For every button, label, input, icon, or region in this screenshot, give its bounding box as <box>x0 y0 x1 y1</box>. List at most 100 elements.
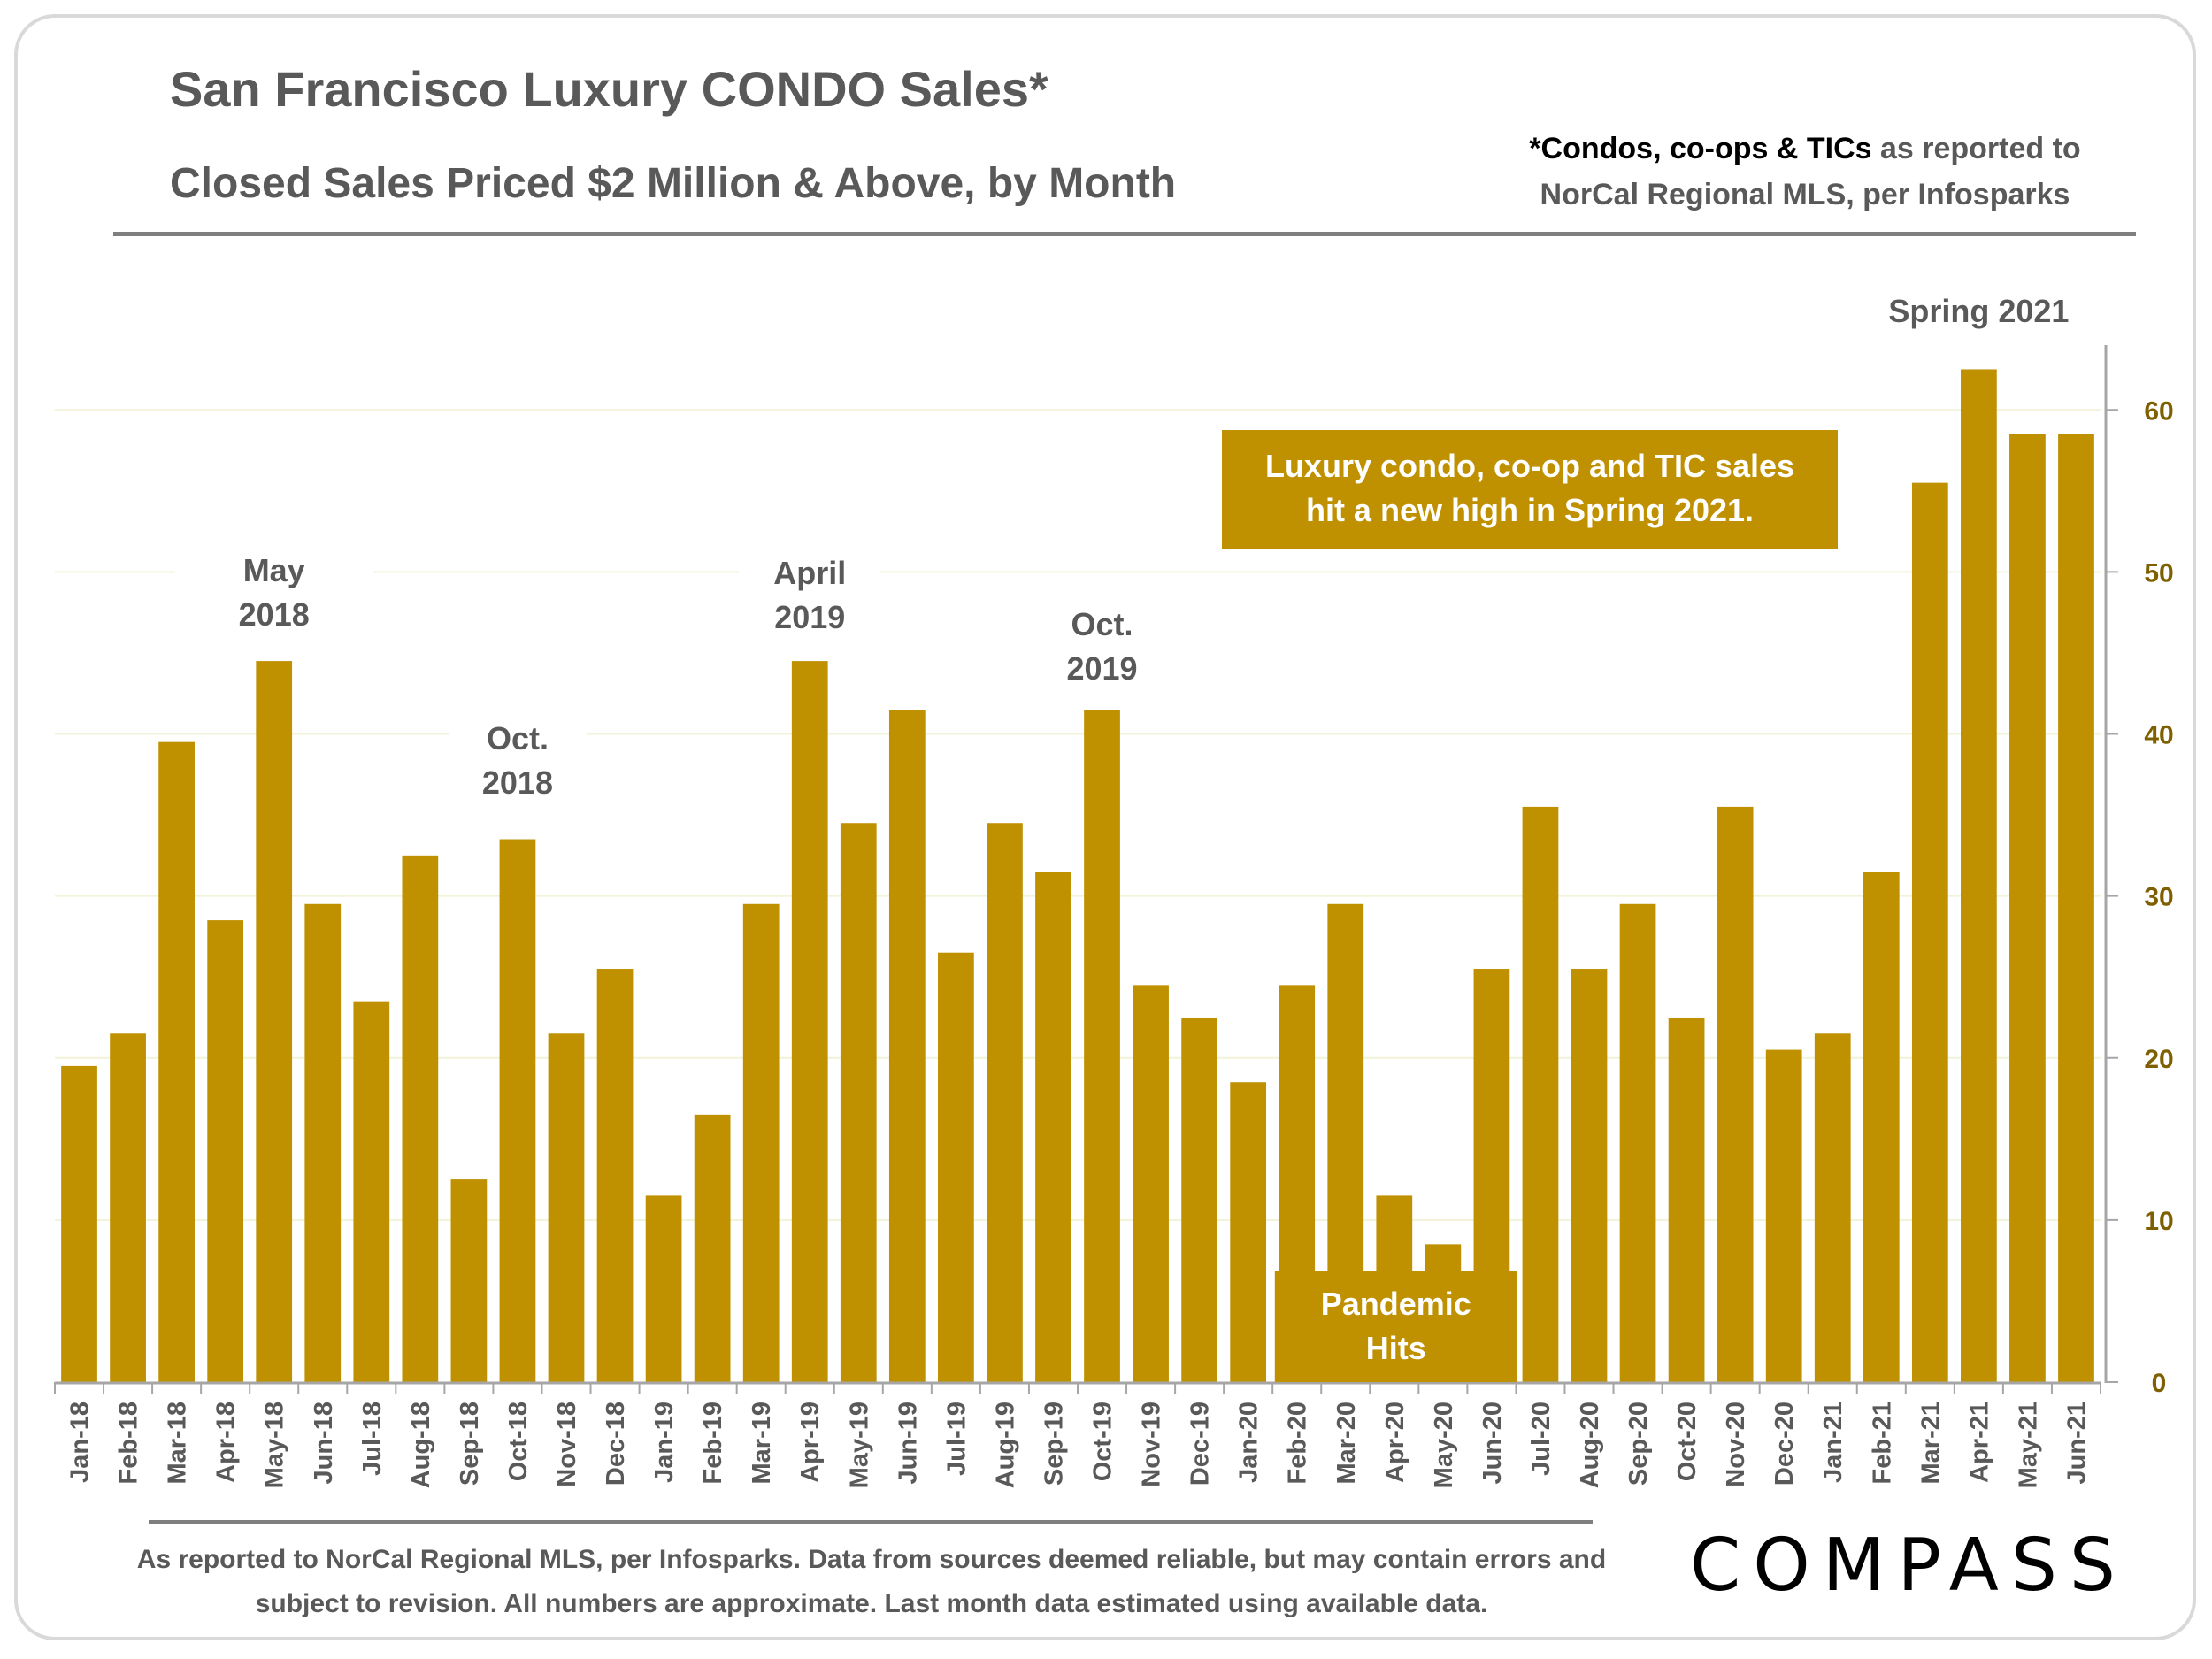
chart-title: San Francisco Luxury CONDO Sales* <box>170 61 1048 117</box>
x-tick-label: Dec-18 <box>602 1402 630 1486</box>
x-tick-label: Oct-19 <box>1089 1402 1118 1481</box>
x-tick-label: Feb-19 <box>699 1402 727 1484</box>
x-tick-label: Feb-20 <box>1284 1402 1312 1484</box>
bar <box>2058 434 2094 1382</box>
y-tick-label: 0 <box>2152 1369 2167 1398</box>
x-tick-label: Feb-18 <box>115 1402 143 1484</box>
x-tick-label: Jul-19 <box>942 1402 971 1476</box>
x-tick-label: Nov-18 <box>553 1402 581 1487</box>
x-tick-label: Mar-18 <box>164 1402 192 1485</box>
x-tick-label: Sep-18 <box>456 1402 484 1486</box>
bar <box>791 661 828 1382</box>
chart-subtitle: Closed Sales Priced $2 Million & Above, … <box>170 160 1177 207</box>
bar <box>1961 369 1997 1382</box>
bar <box>1035 872 1071 1382</box>
x-tick-label: Feb-21 <box>1868 1402 1896 1484</box>
bar <box>548 1033 585 1382</box>
bar <box>1863 872 1900 1382</box>
bar <box>499 839 536 1382</box>
y-tick-label: 20 <box>2144 1045 2173 1074</box>
x-tick-label: Mar-19 <box>748 1402 776 1485</box>
x-tick-label: May-19 <box>845 1402 873 1488</box>
bar <box>207 920 244 1382</box>
annotation-backdrop <box>739 547 881 644</box>
bar <box>256 661 293 1382</box>
footer-disclaimer: As reported to NorCal Regional MLS, per … <box>136 1545 1607 1618</box>
bar <box>1571 969 1608 1382</box>
bar <box>158 741 195 1382</box>
x-tick-label: May-18 <box>261 1402 289 1488</box>
annotation-spring-2021: Spring 2021 <box>1888 293 2069 329</box>
bar <box>645 1195 682 1382</box>
x-tick-label: Nov-19 <box>1138 1402 1166 1487</box>
y-tick-label: 60 <box>2144 396 2173 426</box>
bar <box>1911 482 1948 1382</box>
bar <box>1619 903 1656 1382</box>
x-tick-label: Oct-18 <box>504 1402 533 1481</box>
annotation-april-2019: April <box>773 555 846 591</box>
bar <box>1717 806 1754 1382</box>
annotation-oct-2018: 2018 <box>482 764 553 801</box>
compass-logo: COMPASS <box>1690 1524 2128 1608</box>
x-tick-label: Apr-21 <box>1965 1402 1993 1483</box>
annotation-backdrop <box>174 547 373 644</box>
x-tick-label: Oct-20 <box>1673 1402 1701 1481</box>
bar <box>1765 1049 1802 1382</box>
header-divider <box>113 232 2136 236</box>
bar <box>1814 1033 1851 1382</box>
y-tick-label: 30 <box>2144 883 2173 912</box>
bar <box>694 1114 731 1382</box>
x-tick-label: Dec-19 <box>1187 1402 1215 1486</box>
bar <box>402 855 439 1382</box>
x-tick-label: May-20 <box>1430 1402 1458 1488</box>
source-note-emphasis: *Condos, co-ops & TICs <box>1529 132 1872 165</box>
bar <box>888 710 926 1382</box>
bar <box>1522 806 1559 1382</box>
bar <box>987 823 1023 1382</box>
x-tick-label: May-21 <box>2014 1402 2042 1488</box>
x-tick-label: Jun-20 <box>1479 1402 1507 1484</box>
x-tick-label: Dec-20 <box>1770 1402 1799 1486</box>
annotation-oct-2019: Oct. <box>1071 606 1133 642</box>
bar <box>840 823 877 1382</box>
bar <box>304 903 342 1382</box>
x-tick-label: Jun-21 <box>2062 1402 2091 1484</box>
source-note: *Condos, co-ops & TICs as reported to No… <box>1486 126 2124 218</box>
x-tick-label: Aug-20 <box>1576 1402 1604 1488</box>
annotation-pandemic-box <box>1274 1271 1517 1382</box>
annotation-pandemic-text: Pandemic <box>1321 1286 1471 1322</box>
callout-text: hit a new high in Spring 2021. <box>1306 492 1754 528</box>
x-tick-label: Jan-18 <box>66 1402 95 1483</box>
footer-divider <box>149 1520 1593 1524</box>
annotation-pandemic-text: Hits <box>1366 1330 1426 1366</box>
x-tick-label: Jul-18 <box>358 1402 387 1476</box>
x-tick-label: Apr-19 <box>796 1402 825 1483</box>
annotation-may-2018: 2018 <box>239 596 310 633</box>
source-note-rest: as reported to NorCal Regional MLS, per … <box>1540 132 2081 211</box>
bar <box>596 969 634 1382</box>
x-tick-label: Apr-18 <box>212 1402 241 1483</box>
x-tick-label: Jan-20 <box>1235 1402 1263 1483</box>
bar <box>353 1001 390 1382</box>
y-tick-label: 50 <box>2144 558 2173 588</box>
x-tick-label: Jan-19 <box>650 1402 679 1483</box>
callout-box <box>1222 430 1838 549</box>
bar <box>110 1033 146 1382</box>
bar <box>1668 1017 1705 1382</box>
y-tick-label: 10 <box>2144 1207 2173 1236</box>
bar <box>742 903 780 1382</box>
x-tick-label: Sep-19 <box>1040 1402 1068 1486</box>
bar <box>1230 1082 1267 1382</box>
x-tick-label: Aug-19 <box>991 1402 1019 1488</box>
bar <box>938 952 974 1382</box>
x-tick-label: Mar-21 <box>1916 1402 1945 1485</box>
bar <box>1084 710 1120 1382</box>
x-tick-label: Jul-20 <box>1527 1402 1555 1476</box>
x-tick-label: Aug-18 <box>407 1402 435 1488</box>
bar <box>61 1065 97 1382</box>
annotation-oct-2019: 2019 <box>1066 650 1137 687</box>
x-tick-label: Sep-20 <box>1624 1402 1653 1486</box>
x-tick-label: Jun-19 <box>894 1402 922 1484</box>
bar <box>1181 1017 1217 1382</box>
bar <box>1133 985 1169 1382</box>
